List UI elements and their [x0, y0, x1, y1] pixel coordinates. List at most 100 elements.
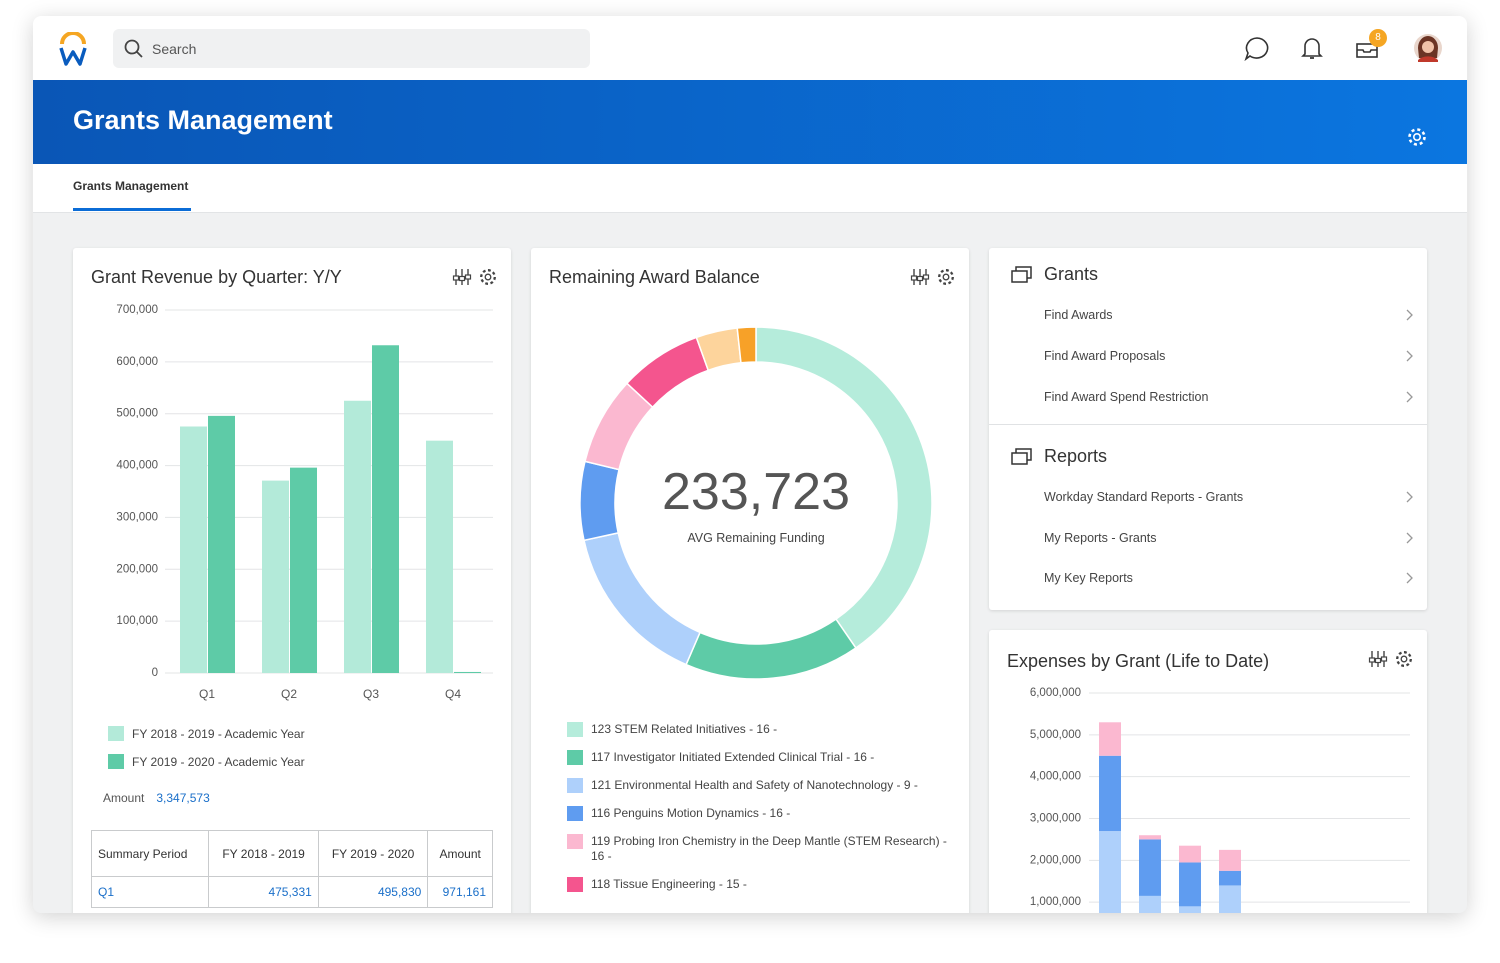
bar-segment[interactable] [1219, 849, 1241, 871]
bar-segment[interactable] [1139, 895, 1161, 913]
tab-bar: Grants Management [33, 164, 1467, 213]
bar-segment[interactable] [1139, 839, 1161, 896]
chevron [1406, 491, 1413, 503]
bar-segment[interactable] [1179, 862, 1201, 907]
bar[interactable] [426, 440, 453, 673]
x-tick-label: Q3 [363, 687, 379, 701]
bell-icon[interactable] [1301, 36, 1323, 62]
chart-config[interactable] [452, 269, 496, 285]
legend: 123 STEM Related Initiatives - 16 - 117 I… [567, 722, 947, 905]
bar-segment[interactable] [1179, 845, 1201, 863]
legend-swatch [108, 754, 124, 769]
worklet-card: Grants Find Awards Find Award Proposals … [989, 248, 1427, 610]
card-title: Expenses by Grant (Life to Date) [1007, 651, 1270, 671]
legend-item: FY 2018 - 2019 - Academic Year [108, 726, 305, 741]
inbox-icon[interactable] [1355, 38, 1381, 60]
table-cell[interactable]: Q1 [90, 876, 210, 908]
bar[interactable] [180, 426, 207, 673]
header-cell: Summary Period [90, 830, 210, 877]
bar[interactable] [344, 400, 371, 673]
gear-center [1400, 655, 1408, 663]
bar[interactable] [262, 480, 289, 673]
bar[interactable] [208, 415, 235, 673]
amount-value[interactable]: 3,347,573 [156, 791, 210, 805]
chevron-path [1406, 532, 1413, 544]
x-tick-label: Q4 [445, 687, 461, 701]
settings-icon[interactable] [1406, 126, 1428, 148]
y-tick-label: 1,000,000 [1030, 896, 1081, 908]
y-tick-label: 3,000,000 [1030, 813, 1081, 825]
bar[interactable] [454, 671, 481, 673]
legend-item: 117 Investigator Initiated Extended Clin… [567, 750, 947, 765]
page-title: Grants Management [73, 105, 333, 135]
worklet-link[interactable]: My Key Reports [1044, 571, 1414, 585]
bar-segment[interactable] [1099, 831, 1121, 913]
y-tick-label: 2,000,000 [1030, 854, 1081, 866]
gear-center [484, 273, 492, 281]
workday-logo[interactable] [59, 32, 87, 66]
legend-swatch [567, 834, 583, 849]
table-cell[interactable]: 475,331 [208, 876, 319, 908]
y-tick-label: 500,000 [116, 408, 158, 420]
slider-knob [452, 275, 460, 281]
search-icon [124, 39, 143, 58]
donut-slice[interactable] [736, 326, 757, 364]
top-bar: Search 8 [33, 16, 1467, 80]
worklet-title[interactable]: Reports [1044, 446, 1108, 466]
legend-swatch [567, 722, 583, 737]
slider-knob [910, 275, 918, 281]
user-avatar[interactable] [1413, 32, 1443, 64]
link-text: Find Award Spend Restriction [1044, 390, 1209, 404]
chat-icon[interactable] [1244, 36, 1270, 62]
worklet-link[interactable]: Workday Standard Reports - Grants [1044, 490, 1414, 504]
bar[interactable] [290, 467, 317, 673]
worklet-title[interactable]: Grants [1044, 264, 1099, 284]
bar-segment[interactable] [1219, 870, 1241, 886]
slider-knob [1374, 657, 1382, 664]
bar-segment[interactable] [1099, 722, 1121, 756]
tab[interactable]: Grants Management [73, 179, 189, 193]
worklet-link[interactable]: Find Awards [1044, 308, 1414, 322]
worklet-link[interactable]: Find Award Spend Restriction [1044, 390, 1414, 404]
y-tick-label: 600,000 [116, 356, 158, 368]
y-tick-label: 4,000,000 [1030, 771, 1081, 783]
legend-swatch [567, 877, 583, 892]
bar-segment[interactable] [1139, 835, 1161, 840]
y-tick-label: 200,000 [116, 563, 158, 575]
link-text: Find Awards [1044, 308, 1113, 322]
bar[interactable] [372, 345, 399, 673]
gear-teeth [1396, 651, 1412, 667]
chevron-path [1406, 391, 1413, 403]
worklet-icon [1011, 448, 1032, 465]
donut-slice[interactable] [685, 618, 857, 680]
y-tick-label: 300,000 [116, 511, 158, 523]
y-tick-label: 5,000,000 [1030, 729, 1081, 741]
worklet-link[interactable]: Find Award Proposals [1044, 349, 1414, 363]
table-cell[interactable]: 495,830 [317, 876, 429, 908]
donut-slice[interactable] [583, 532, 701, 666]
center-value: 233,723 [662, 463, 850, 521]
bar-segment[interactable] [1099, 755, 1121, 832]
divider [989, 424, 1427, 425]
table-cell[interactable]: 971,161 [427, 876, 493, 908]
notification-badge: 8 [1369, 29, 1387, 47]
balance-chart [579, 269, 954, 680]
worklet-link[interactable]: My Reports - Grants [1044, 531, 1414, 545]
bar-segment[interactable] [1179, 906, 1201, 913]
tab-indicator [73, 208, 191, 211]
summary-table: Summary Period FY 2018 - 2019 FY 2019 - … [90, 830, 493, 908]
chevron [1406, 532, 1413, 544]
legend-swatch [567, 750, 583, 765]
legend-label: FY 2018 - 2019 - Academic Year [132, 726, 305, 741]
revenue-chart: 0 100,000 200,000 300,000 400,000 500,000 600,… [116, 269, 496, 701]
slider-knob [464, 274, 472, 280]
search-box[interactable]: Search [113, 29, 590, 68]
chart-config[interactable] [1368, 651, 1412, 667]
legend-item: 123 STEM Related Initiatives - 16 - [567, 722, 947, 737]
legend-item: 116 Penguins Motion Dynamics - 16 - [567, 806, 947, 821]
bar-segment[interactable] [1219, 885, 1241, 913]
chevron-path [1406, 309, 1413, 321]
chevron [1406, 350, 1413, 362]
banner: Grants Management [33, 80, 1467, 164]
chart-config[interactable] [910, 269, 954, 285]
